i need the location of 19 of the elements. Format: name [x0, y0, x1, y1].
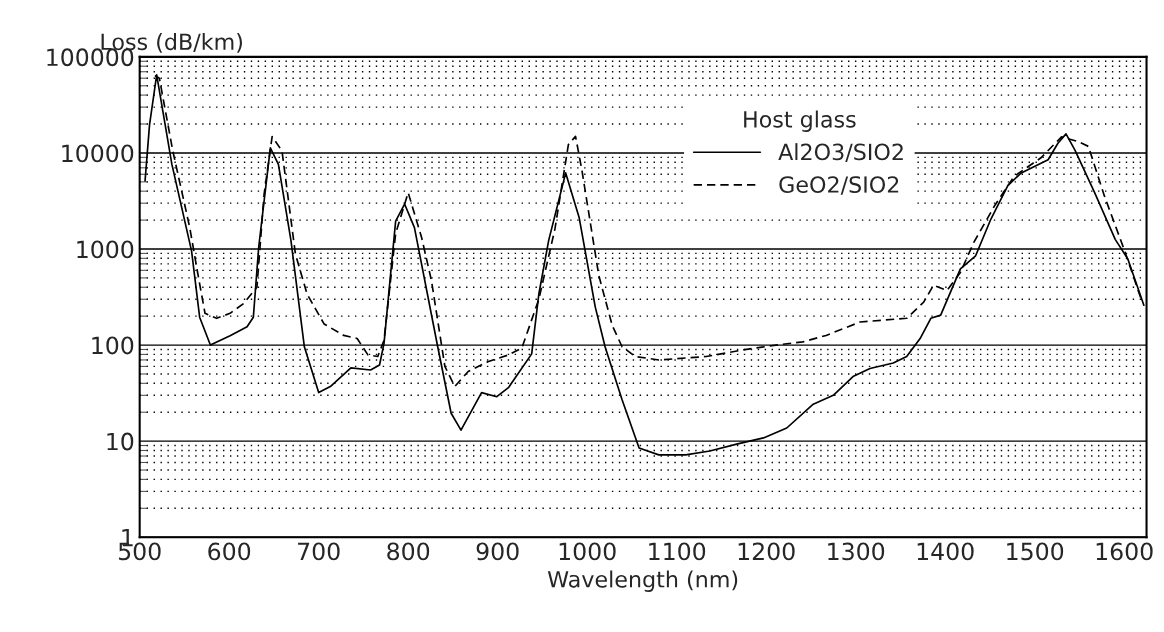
x-tick-label: 1600: [1096, 542, 1153, 561]
x-tick-label: 600: [208, 542, 251, 561]
x-tick-label: 900: [476, 542, 519, 561]
x-tick-label: 800: [387, 542, 430, 561]
x-tick-label: 1000: [559, 542, 616, 561]
x-axis-title: Wavelength (nm): [547, 570, 738, 592]
legend-label: Al2O3/SIO2: [778, 143, 903, 163]
x-tick-label: 700: [298, 542, 340, 561]
x-tick-label: 1300: [828, 542, 885, 561]
legend-label: GeO2/SIO2: [779, 176, 899, 195]
y-tick-label: 10000: [62, 144, 134, 163]
x-tick-label: 1200: [738, 542, 795, 561]
y-tick-label: 10: [107, 432, 134, 451]
legend-title: Host glass: [744, 110, 856, 133]
y-tick-label: 100: [92, 336, 134, 355]
x-tick-label: 1400: [917, 542, 974, 561]
x-tick-label: 1100: [649, 542, 706, 561]
x-tick-label: 1500: [1007, 542, 1064, 561]
y-tick-label: 1000: [77, 240, 134, 259]
